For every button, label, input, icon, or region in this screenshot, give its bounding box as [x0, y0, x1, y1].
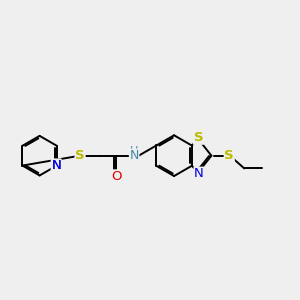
Text: S: S [224, 149, 234, 162]
Text: O: O [111, 170, 121, 183]
Text: S: S [194, 131, 203, 144]
Text: N: N [194, 167, 204, 180]
Text: N: N [51, 159, 61, 172]
Text: N: N [51, 159, 61, 172]
Text: H: H [130, 146, 138, 156]
Text: S: S [75, 149, 85, 162]
Text: N: N [130, 149, 139, 162]
Text: N: N [51, 159, 61, 172]
